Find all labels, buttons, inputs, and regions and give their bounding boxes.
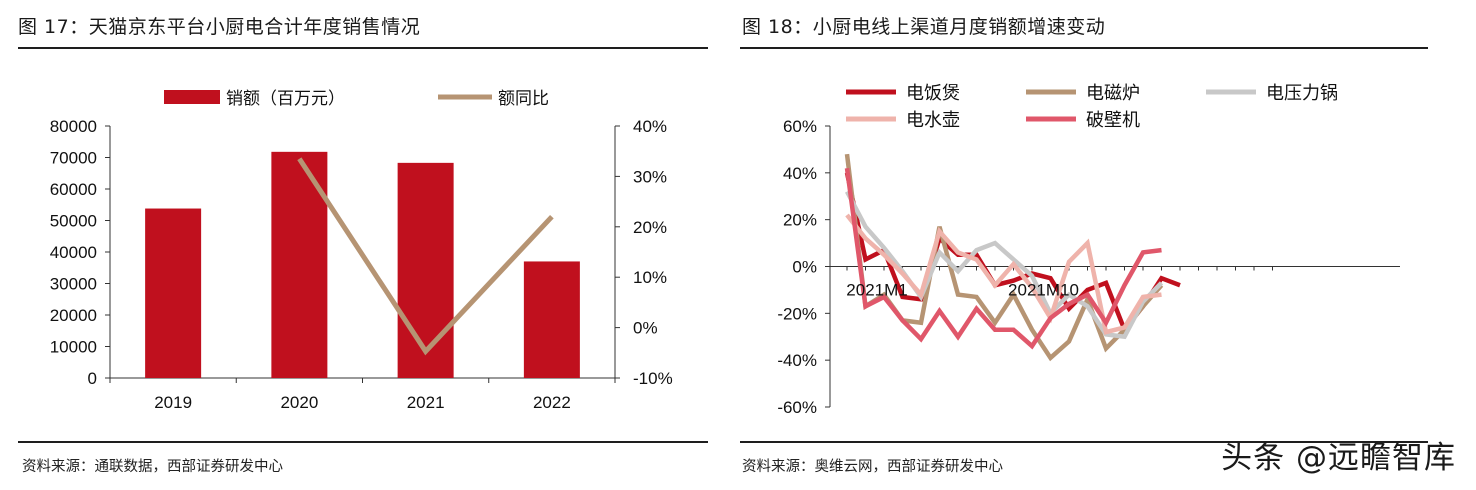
x-tick-label: 2020 xyxy=(280,393,318,412)
x-tick-label: 2019 xyxy=(154,393,192,412)
title-divider xyxy=(18,47,708,49)
line-破壁机 xyxy=(844,167,1162,350)
figure-17-title: 图 17：天猫京东平台小厨电合计年度销售情况 xyxy=(18,16,421,38)
legend-swatch-sales xyxy=(164,90,220,104)
bar-2021 xyxy=(397,162,454,378)
figure-18-panel: 图 18：小厨电线上渠道月度销额增速变动 -60% -40% -20% 0% 20% 40… xyxy=(736,0,1476,490)
right-y-tick-label: 10% xyxy=(633,268,667,287)
left-y-tick-label: 20000 xyxy=(50,306,97,325)
x-tick-label: 2021M10 xyxy=(1008,281,1079,300)
bar-2019 xyxy=(145,208,202,378)
title-divider xyxy=(740,47,1428,49)
left-y-tick-label: 40000 xyxy=(50,243,97,262)
legend-label-电饭煲: 电饭煲 xyxy=(906,83,960,104)
right-y-tick-label: 20% xyxy=(633,218,667,237)
y-tick-label: 40% xyxy=(783,164,817,183)
y-tick-label: -40% xyxy=(777,351,817,370)
x-tick-label: 2021 xyxy=(407,393,445,412)
left-y-tick-label: 80000 xyxy=(50,117,97,136)
figure-17-chart: 0 10000 20000 30000 40000 50000 60000 70000 8000… xyxy=(50,89,673,412)
legend-label-电压力锅: 电压力锅 xyxy=(1266,83,1338,104)
source-divider xyxy=(18,441,708,443)
line-电磁炉 xyxy=(844,153,1164,362)
source-divider xyxy=(740,441,1428,443)
line-yoy xyxy=(297,157,554,356)
left-y-tick-label: 0 xyxy=(88,369,97,388)
y-tick-label: 0% xyxy=(792,258,817,277)
y-tick-label: -60% xyxy=(777,398,817,417)
left-y-tick-label: 10000 xyxy=(50,338,97,357)
y-tick-label: 60% xyxy=(783,117,817,136)
legend-label-电磁炉: 电磁炉 xyxy=(1086,83,1140,104)
right-y-tick-label: 30% xyxy=(633,167,667,186)
figure-18-chart: -60%-40%-20%0%20%40%60%2021M1 2021M10电饭煲电… xyxy=(777,83,1400,417)
legend-label-破壁机: 破壁机 xyxy=(1086,110,1140,131)
y-tick-label: -20% xyxy=(777,304,817,323)
left-y-tick-label: 60000 xyxy=(50,180,97,199)
left-y-tick-label: 50000 xyxy=(50,212,97,231)
left-y-tick-label: 70000 xyxy=(50,149,97,168)
left-y-tick-label: 30000 xyxy=(50,275,97,294)
watermark: 头条 @远瞻智库 xyxy=(1221,440,1456,476)
right-y-tick-label: 0% xyxy=(633,319,658,338)
line-电饭煲 xyxy=(844,172,1181,335)
legend-label-电水壶: 电水壶 xyxy=(906,110,960,131)
figure-18-source: 资料来源：奥维云网，西部证券研发中心 xyxy=(742,459,1003,475)
figure-17-source: 资料来源：通联数据，西部证券研发中心 xyxy=(22,459,283,475)
bar-2022 xyxy=(523,261,580,378)
figure-18-title: 图 18：小厨电线上渠道月度销额增速变动 xyxy=(742,16,1106,38)
legend-label-sales: 销额（百万元） xyxy=(226,89,345,109)
x-tick-label: 2021M1 xyxy=(846,281,907,300)
figure-17-panel: 图 17：天猫京东平台小厨电合计年度销售情况 0 10000 20000 30000 4… xyxy=(0,0,718,490)
right-y-tick-label: -10% xyxy=(633,369,673,388)
x-tick-label: 2022 xyxy=(533,393,571,412)
legend-label-yoy: 额同比 xyxy=(498,89,549,109)
y-tick-label: 20% xyxy=(783,211,817,230)
right-y-tick-label: 40% xyxy=(633,117,667,136)
line-电水壶 xyxy=(845,213,1162,335)
